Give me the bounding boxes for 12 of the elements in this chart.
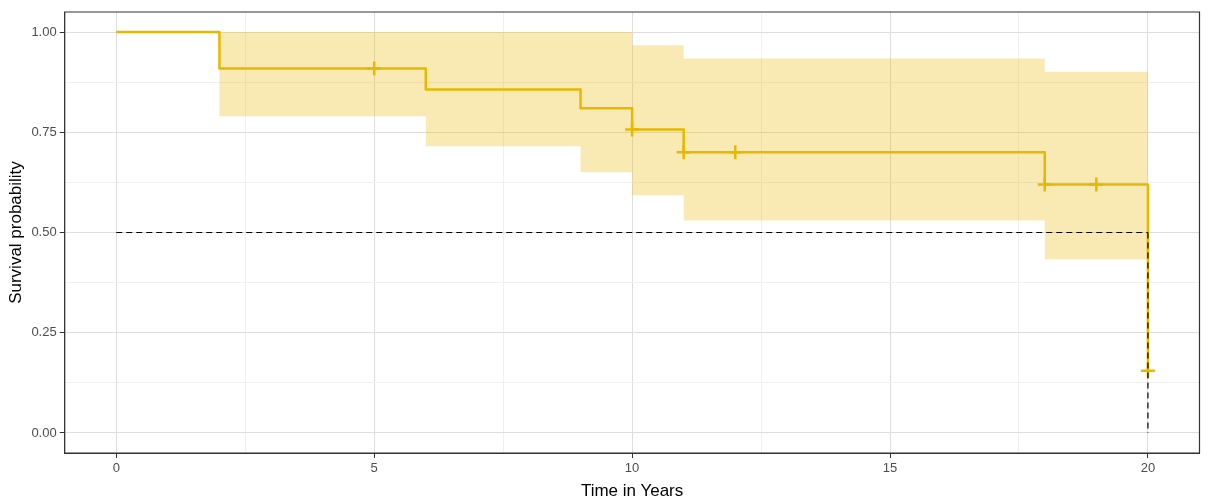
x-tick-label: 20 <box>1140 460 1156 476</box>
y-tick-label: 0.50 <box>31 224 57 240</box>
y-tick-label: 1.00 <box>31 23 57 39</box>
x-tick-label: 5 <box>370 460 378 476</box>
y-tick-label: 0.00 <box>31 424 57 440</box>
x-axis-title: Time in Years <box>580 481 684 501</box>
x-tick-label: 0 <box>112 460 120 476</box>
y-axis-title: Survival probability <box>5 160 25 304</box>
x-tick-label: 10 <box>624 460 640 476</box>
y-tick-label: 0.75 <box>31 123 57 139</box>
x-tick-label: 15 <box>882 460 898 476</box>
y-tick-label: 0.25 <box>31 324 57 340</box>
